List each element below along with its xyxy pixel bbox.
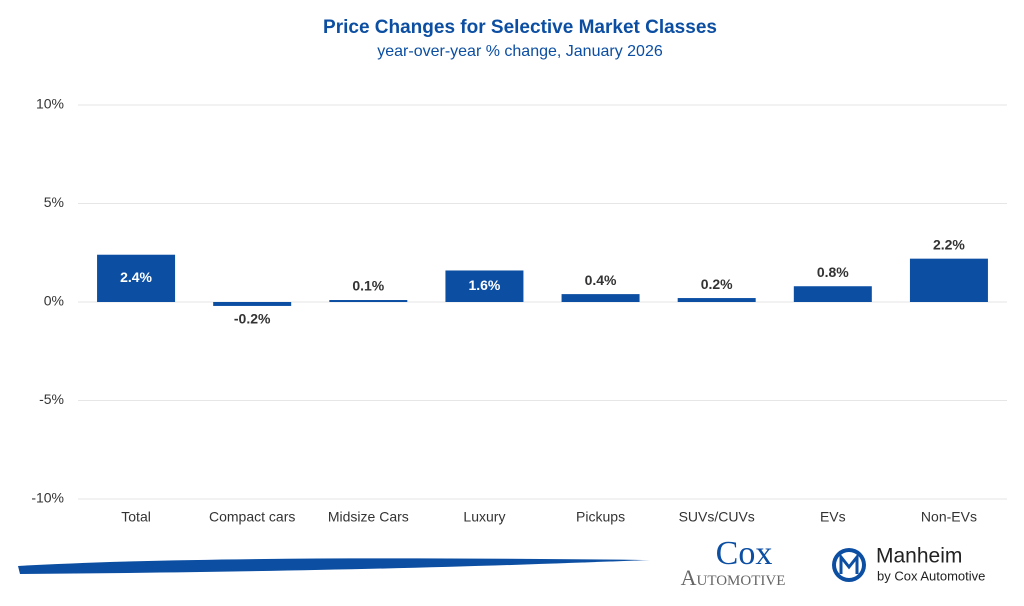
x-tick-label: Luxury bbox=[463, 509, 505, 525]
value-label: 0.8% bbox=[817, 264, 849, 280]
automotive-logo: Automotive bbox=[681, 565, 786, 590]
bar bbox=[793, 286, 872, 302]
x-tick-label: Pickups bbox=[576, 509, 625, 525]
bar bbox=[329, 300, 408, 302]
bar bbox=[213, 302, 292, 306]
bar bbox=[445, 270, 524, 302]
cox-logo: Cox bbox=[716, 535, 773, 572]
value-label: 0.4% bbox=[585, 272, 617, 288]
x-tick-label: Non-EVs bbox=[921, 509, 977, 525]
value-label: -0.2% bbox=[234, 311, 271, 327]
y-tick-label: -10% bbox=[31, 490, 64, 506]
x-tick-label: SUVs/CUVs bbox=[679, 509, 755, 525]
value-label: 1.6% bbox=[468, 277, 500, 293]
bar bbox=[97, 254, 176, 302]
value-label: 2.4% bbox=[120, 269, 152, 285]
x-tick-label: Midsize Cars bbox=[328, 509, 409, 525]
brush-stroke bbox=[18, 558, 650, 574]
bar bbox=[561, 294, 640, 302]
value-label: 0.2% bbox=[701, 276, 733, 292]
chart-subtitle: year-over-year % change, January 2026 bbox=[377, 43, 663, 60]
chart-title: Price Changes for Selective Market Class… bbox=[323, 17, 717, 38]
y-tick-label: 10% bbox=[36, 96, 64, 112]
x-tick-label: EVs bbox=[820, 509, 846, 525]
plot-area: -10% -5% 0% 5% 10% Total 2.4% Compact cars -0.2%… bbox=[31, 96, 1007, 525]
y-tick-label: -5% bbox=[39, 391, 64, 407]
x-tick-label: Total bbox=[121, 509, 151, 525]
manheim-icon bbox=[832, 548, 866, 582]
manheim-logo: Manheim bbox=[876, 545, 962, 568]
x-tick-label: Compact cars bbox=[209, 509, 295, 525]
bar bbox=[677, 298, 756, 302]
y-tick-label: 0% bbox=[44, 293, 64, 309]
y-tick-label: 5% bbox=[44, 194, 64, 210]
manheim-sub: by Cox Automotive bbox=[877, 568, 985, 583]
bar bbox=[909, 258, 988, 302]
value-label: 2.2% bbox=[933, 236, 965, 252]
value-label: 0.1% bbox=[352, 278, 384, 294]
